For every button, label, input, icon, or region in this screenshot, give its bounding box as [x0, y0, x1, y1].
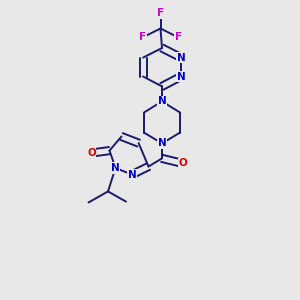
Text: N: N	[128, 169, 136, 180]
Text: F: F	[139, 32, 146, 43]
Text: F: F	[175, 32, 182, 43]
Text: F: F	[157, 8, 164, 19]
Text: N: N	[158, 96, 166, 106]
Text: N: N	[111, 163, 120, 173]
Text: N: N	[176, 71, 185, 82]
Text: O: O	[178, 158, 188, 169]
Text: N: N	[158, 138, 166, 148]
Text: N: N	[176, 52, 185, 63]
Text: O: O	[87, 148, 96, 158]
